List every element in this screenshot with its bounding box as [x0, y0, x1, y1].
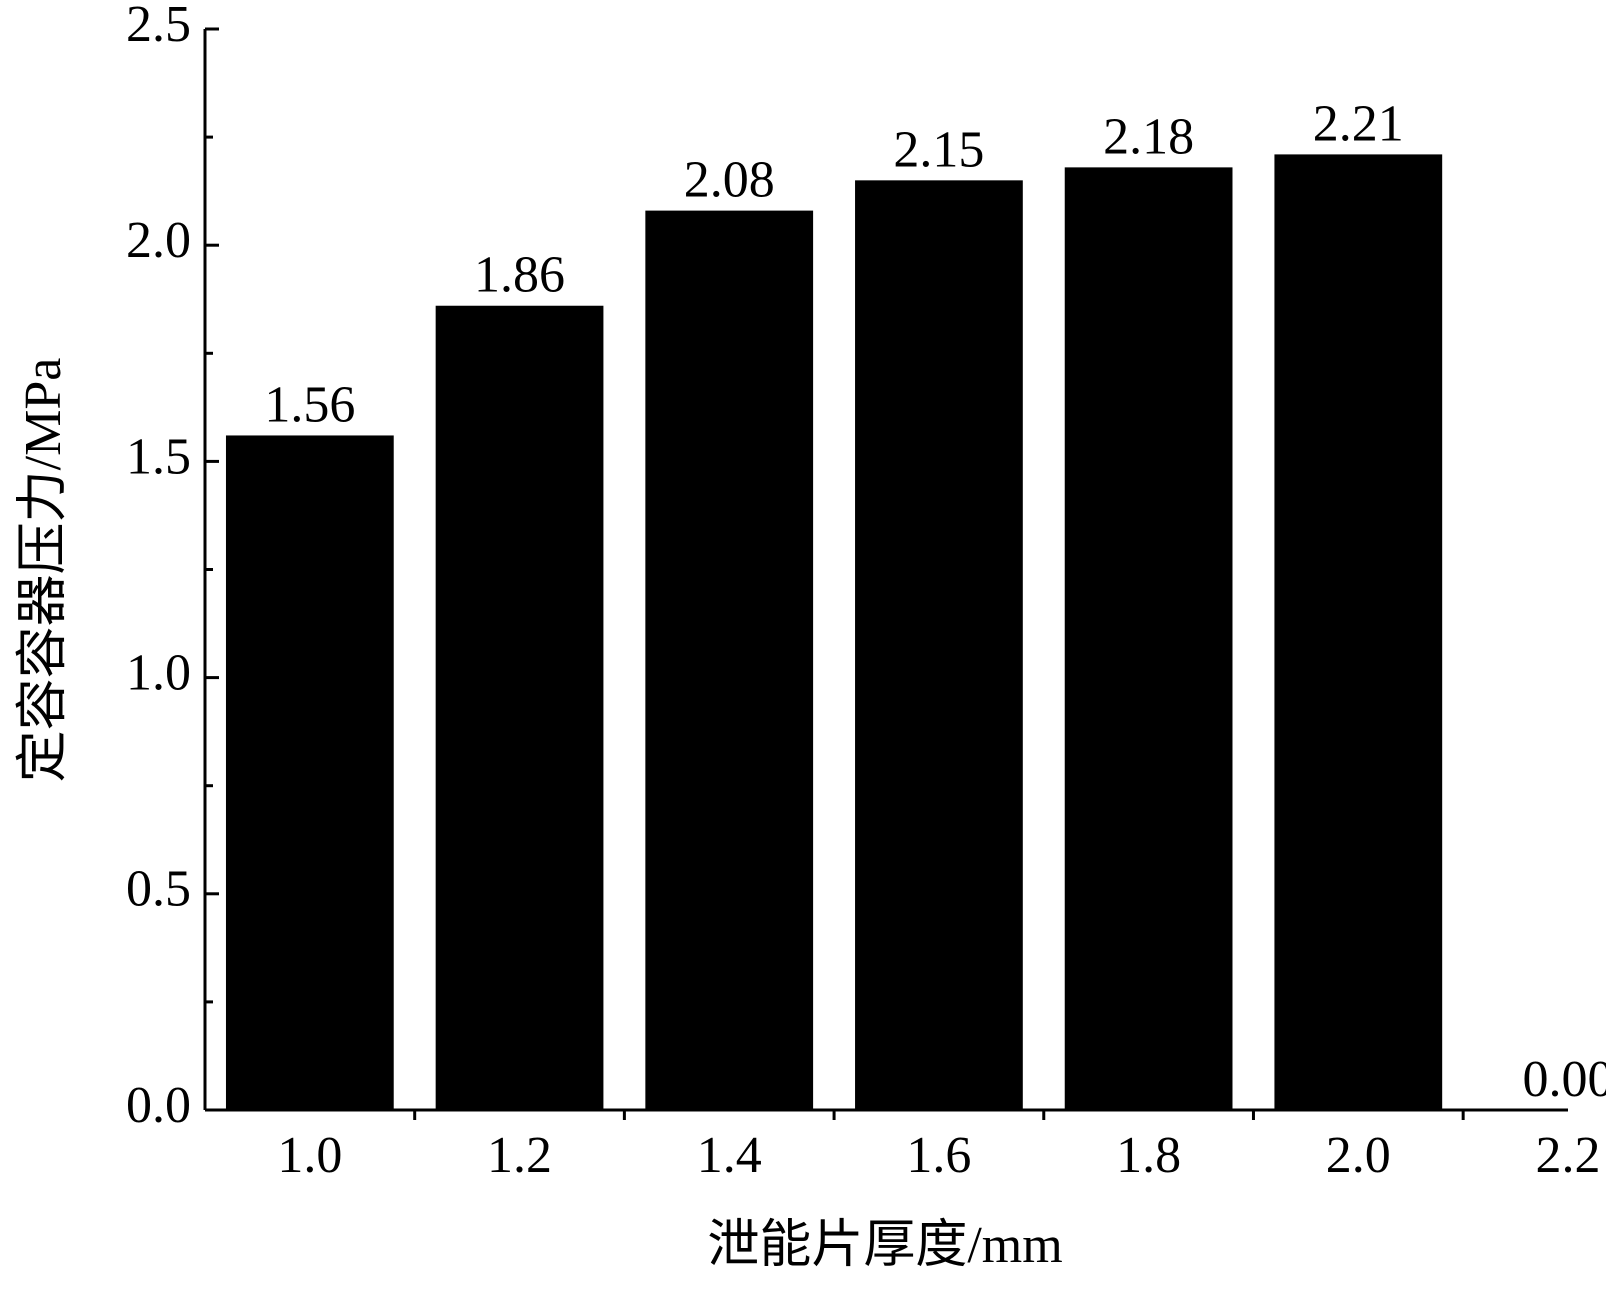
- x-tick-label: 2.2: [1536, 1127, 1601, 1184]
- value-label: 1.56: [264, 376, 355, 433]
- y-tick-label: 0.0: [126, 1077, 191, 1134]
- x-tick-label: 1.8: [1116, 1127, 1181, 1184]
- y-tick-label: 2.0: [126, 212, 191, 269]
- y-tick-label: 1.5: [126, 428, 191, 485]
- x-tick-label: 1.4: [697, 1127, 762, 1184]
- value-label: 0.00: [1523, 1051, 1606, 1108]
- bar: [1274, 154, 1443, 1110]
- x-tick-label: 1.6: [906, 1127, 971, 1184]
- y-tick-label: 2.5: [126, 0, 191, 53]
- value-label: 2.18: [1103, 108, 1194, 165]
- y-tick-label: 0.5: [126, 861, 191, 918]
- y-tick-label: 1.0: [126, 645, 191, 702]
- value-label: 2.21: [1313, 95, 1404, 152]
- value-label: 2.15: [893, 121, 984, 178]
- value-label: 2.08: [684, 152, 775, 209]
- x-tick-label: 1.0: [277, 1127, 342, 1184]
- bar: [855, 180, 1023, 1111]
- x-tick-label: 1.2: [487, 1127, 552, 1184]
- bar: [645, 210, 814, 1110]
- value-label: 1.86: [474, 247, 565, 304]
- bar: [1064, 167, 1233, 1111]
- x-axis-label: 泄能片厚度/mm: [707, 1217, 1062, 1274]
- bar: [435, 305, 604, 1111]
- y-axis-label: 定容容器压力/MPa: [15, 358, 72, 783]
- bar: [225, 435, 394, 1110]
- x-tick-label: 2.0: [1326, 1127, 1391, 1184]
